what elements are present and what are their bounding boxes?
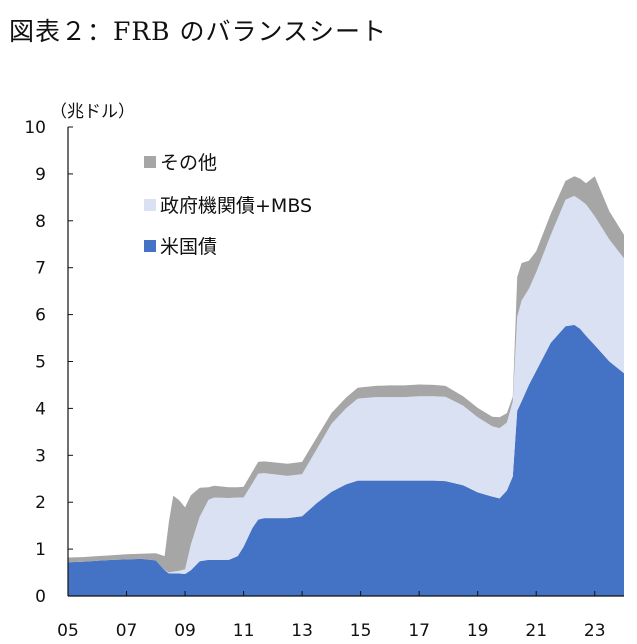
axes xyxy=(67,126,624,597)
y-axis-unit-label: （兆ドル） xyxy=(50,102,135,122)
legend-swatch-other xyxy=(144,156,156,168)
x-tick-label: 23 xyxy=(584,621,606,641)
area-series-treasury xyxy=(68,324,624,596)
x-tick-label: 07 xyxy=(116,621,138,641)
y-tick-label: 2 xyxy=(35,493,46,513)
y-tick-label: 3 xyxy=(35,446,46,466)
x-tick-label: 17 xyxy=(408,621,430,641)
series-areas xyxy=(68,176,624,596)
legend-swatch-agency_mbs xyxy=(144,199,156,211)
legend-label-other: その他 xyxy=(160,152,217,174)
y-tick-labels: 0 1 2 3 4 5 6 7 8 9 10 xyxy=(24,118,46,607)
x-tick-label: 05 xyxy=(57,621,79,641)
x-tick-label: 11 xyxy=(233,621,255,641)
area-series-agency_mbs xyxy=(68,195,624,574)
y-tick-label: 10 xyxy=(24,118,46,138)
y-tick-label: 4 xyxy=(35,399,46,419)
x-tick-label: 15 xyxy=(350,621,372,641)
x-tick-label: 09 xyxy=(174,621,196,641)
y-tick-label: 5 xyxy=(35,353,46,373)
legend-swatch-treasury xyxy=(144,240,156,252)
y-tick-label: 7 xyxy=(35,259,46,279)
figure-title: 図表２：FRB のバランスシート xyxy=(9,17,387,46)
legend-label-treasury: 米国債 xyxy=(160,236,217,258)
x-tick-label: 13 xyxy=(291,621,313,641)
x-tick-label: 21 xyxy=(525,621,547,641)
y-tick-label: 8 xyxy=(35,212,46,232)
y-tick-label: 0 xyxy=(35,587,46,607)
x-tick-labels: 05 07 09 11 13 15 17 19 21 23 xyxy=(57,621,605,641)
y-tick-label: 9 xyxy=(35,165,46,185)
y-tick-label: 1 xyxy=(35,540,46,560)
y-tick-label: 6 xyxy=(35,306,46,326)
legend-label-agency_mbs: 政府機関債+MBS xyxy=(160,195,312,217)
x-tick-label: 19 xyxy=(467,621,489,641)
